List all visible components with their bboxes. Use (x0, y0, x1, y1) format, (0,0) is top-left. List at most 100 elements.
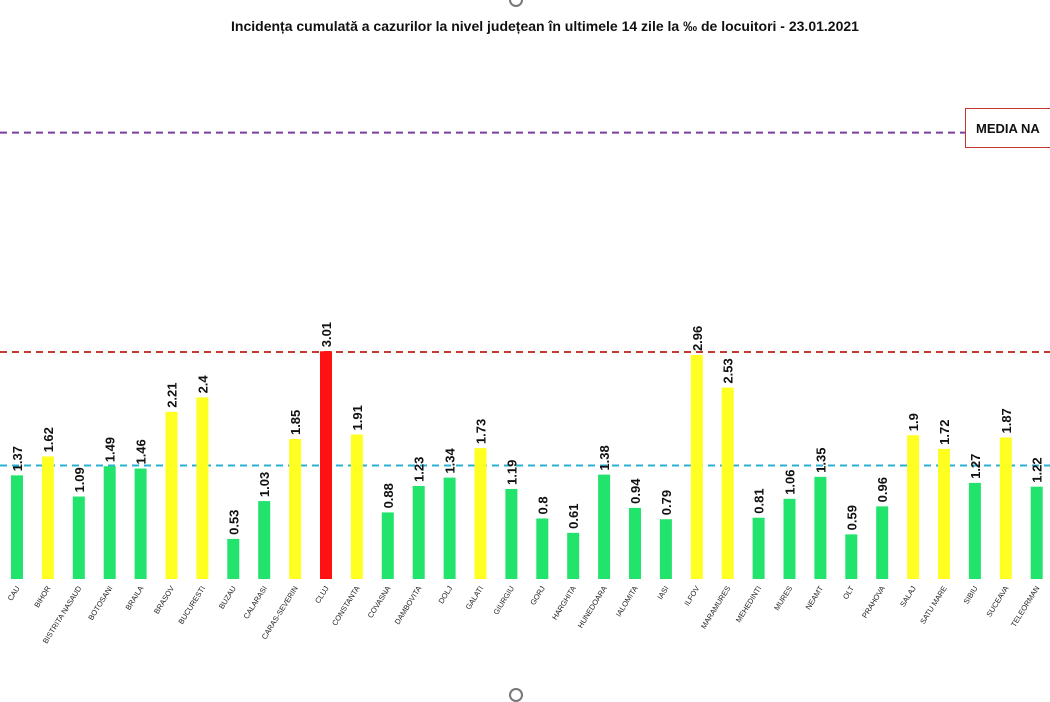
value-label: 1.35 (813, 448, 828, 473)
bar (443, 477, 456, 579)
value-label: 1.73 (474, 419, 489, 444)
bar (320, 351, 332, 579)
bar (227, 538, 240, 579)
bar (752, 517, 765, 579)
value-label: 1.38 (597, 445, 612, 470)
bar (629, 507, 641, 579)
category-label: IALOMITA (614, 584, 640, 618)
value-label: 1.37 (10, 446, 25, 471)
category-label: GALATI (464, 584, 485, 611)
category-label: SALAJ (898, 584, 918, 608)
value-label: 1.09 (72, 467, 87, 492)
value-label: 1.03 (257, 472, 272, 497)
value-label: 2.4 (195, 375, 210, 394)
value-label: 3.01 (319, 322, 334, 347)
bars (11, 351, 1043, 579)
bar (505, 488, 518, 579)
value-label: 1.62 (41, 427, 56, 452)
category-label: HUNEDOARA (576, 584, 609, 629)
category-label: DAMBOVITA (393, 584, 424, 626)
category-label: MURES (772, 584, 794, 612)
bar (350, 434, 363, 579)
value-label: 0.79 (659, 490, 674, 515)
value-label: 1.06 (783, 469, 798, 494)
value-label: 2.21 (165, 382, 180, 407)
value-label: 1.27 (968, 454, 983, 479)
category-label: MEHEDINTI (734, 584, 763, 624)
bar (1030, 486, 1043, 579)
bar (134, 468, 147, 579)
bar (381, 512, 394, 579)
value-label: 0.96 (875, 477, 890, 502)
category-label: CAU (6, 584, 22, 602)
value-label: 1.72 (937, 420, 952, 445)
bar (783, 498, 796, 579)
value-label: 1.91 (350, 405, 365, 430)
category-label: BRASOV (152, 584, 176, 615)
category-label: SIBIU (962, 584, 980, 605)
bar (814, 476, 827, 579)
bar (598, 474, 611, 579)
category-label: OLT (841, 584, 856, 601)
bar (999, 437, 1012, 579)
category-label: COVASNA (366, 584, 393, 619)
category-label: SUCEAVA (984, 584, 1010, 618)
bar (567, 532, 580, 579)
bar (196, 397, 209, 579)
bar (41, 456, 54, 579)
value-label: 1.19 (504, 460, 519, 485)
category-label: IASI (655, 584, 670, 601)
value-label: 0.61 (566, 504, 581, 529)
reference-lines (0, 131, 1050, 467)
category-label: ILFOV (682, 584, 701, 607)
category-label: BRAILA (124, 584, 146, 611)
category-label: BIHOR (32, 584, 53, 609)
bar (289, 439, 302, 579)
bar (103, 466, 116, 579)
category-label: BOTOSANI (86, 584, 114, 622)
category-label: BUZAU (217, 584, 238, 610)
category-label: TELEORMAN (1009, 584, 1041, 628)
bar (536, 518, 549, 579)
bar (907, 435, 920, 579)
bar (412, 485, 425, 579)
value-label: 1.87 (999, 408, 1014, 433)
bar (258, 501, 271, 579)
bar (165, 411, 178, 579)
category-label: DOLJ (437, 584, 455, 605)
value-label: 0.88 (381, 483, 396, 508)
value-label: 0.59 (844, 505, 859, 530)
value-label: 2.96 (690, 326, 705, 351)
bar (690, 355, 703, 579)
category-label: CLUJ (313, 584, 331, 605)
value-label: 1.85 (288, 410, 303, 435)
value-labels: 1.37 1.62 1.09 1.49 1.46 2.21 2.4 0.53 1.03 1.85 3… (10, 322, 1045, 535)
legend-box: MEDIA NA (965, 108, 1050, 148)
bar (659, 519, 672, 579)
value-label: 0.94 (628, 478, 643, 504)
value-label: 0.53 (226, 510, 241, 535)
category-label: NEAMT (804, 584, 826, 611)
bar (938, 448, 950, 579)
category-label: HARGHITA (550, 584, 578, 621)
bar (474, 448, 487, 579)
value-label: 0.8 (535, 496, 550, 514)
value-label: 1.34 (443, 448, 458, 474)
bar (968, 482, 981, 579)
value-label: 1.49 (103, 437, 118, 462)
chart-title: Incidența cumulată a cazurilor la nivel … (231, 18, 859, 34)
value-label: 2.53 (721, 358, 736, 383)
category-label: CONSTANTA (330, 584, 362, 627)
bar (721, 387, 734, 579)
bar (72, 496, 85, 579)
category-label: MARAMURES (699, 584, 732, 630)
bar (845, 534, 858, 579)
category-label: GORJ (528, 584, 547, 607)
value-label: 0.81 (752, 488, 767, 513)
category-label: BUCURESTI (176, 584, 207, 626)
value-label: 1.22 (1030, 457, 1045, 482)
resize-handle-top[interactable] (509, 0, 523, 7)
value-label: 1.46 (134, 439, 149, 464)
